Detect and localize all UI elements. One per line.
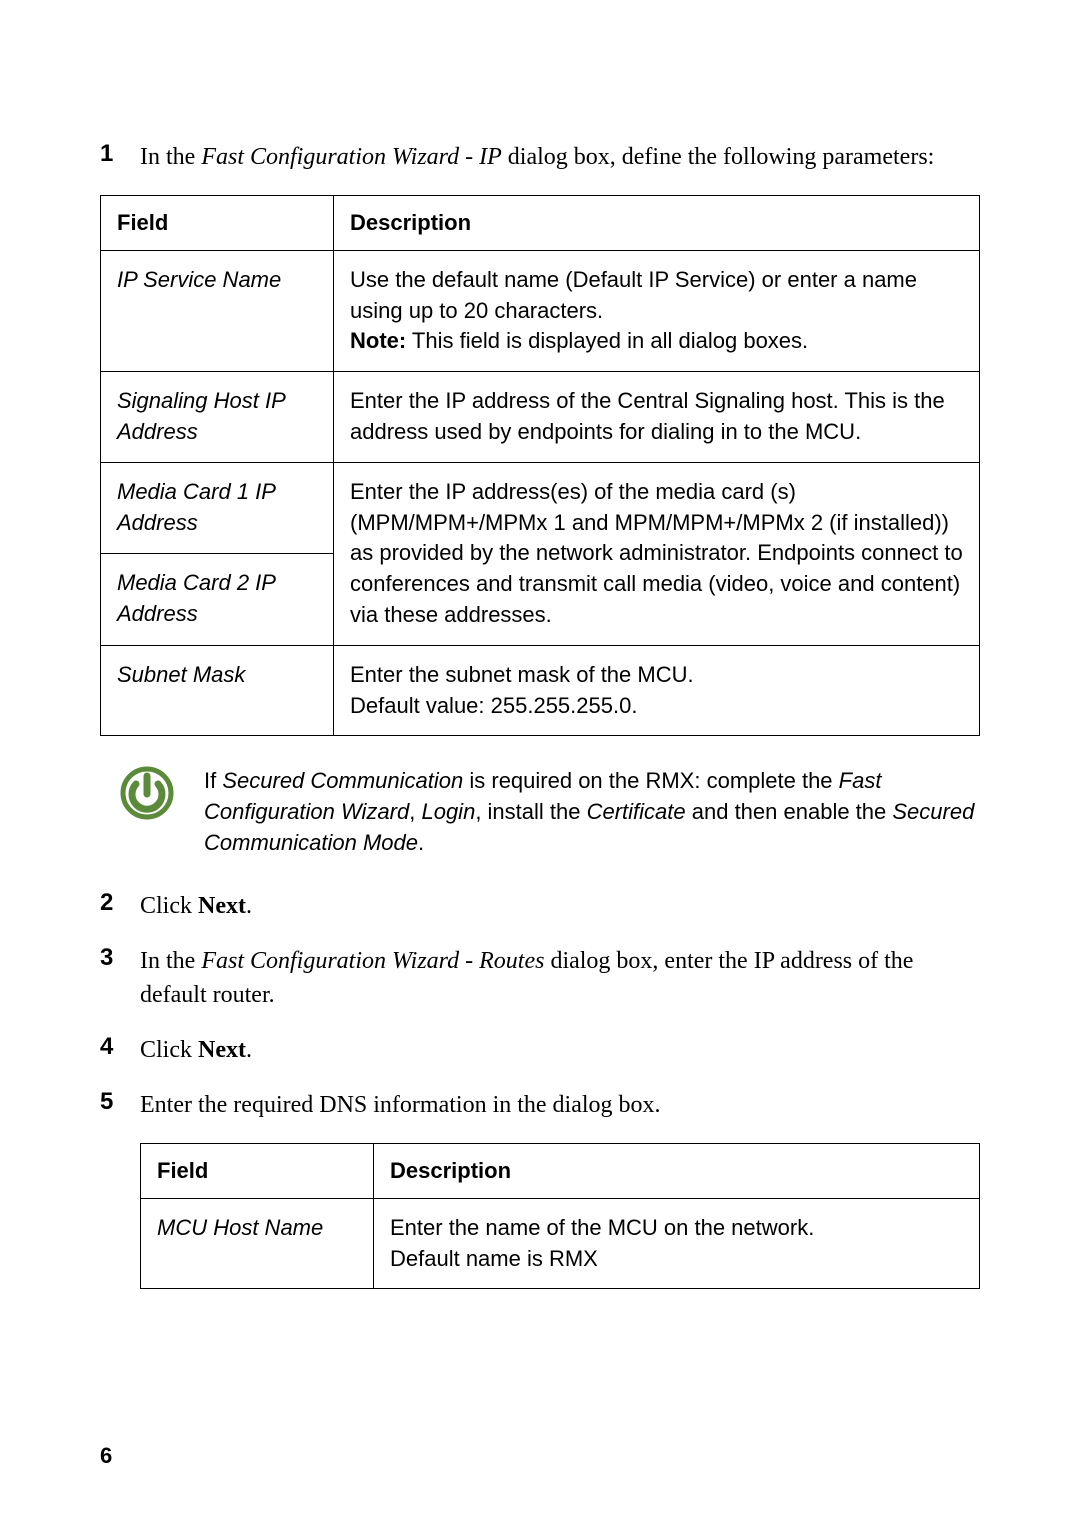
- text-fragment: .: [246, 893, 252, 919]
- desc-cell: Enter the subnet mask of the MCU. Defaul…: [334, 645, 980, 736]
- text-fragment: .: [246, 1037, 252, 1063]
- text-fragment: Default name is RMX: [390, 1246, 598, 1271]
- text-bold: Next: [198, 893, 246, 919]
- text-italic: Certificate: [587, 799, 686, 824]
- step-number: 3: [100, 944, 140, 1014]
- step-text: In the Fast Configuration Wizard - IP di…: [140, 140, 980, 175]
- parameters-table-ip: Field Description IP Service Name Use th…: [100, 195, 980, 737]
- text-fragment: Click: [140, 893, 198, 919]
- text-fragment: , install the: [475, 799, 586, 824]
- text-italic: Login: [421, 799, 475, 824]
- table-header-row: Field Description: [101, 195, 980, 250]
- field-cell: IP Service Name: [101, 250, 334, 371]
- desc-cell: Use the default name (Default IP Service…: [334, 250, 980, 371]
- field-cell: Media Card 2 IP Address: [101, 554, 334, 646]
- note-text: If Secured Communication is required on …: [204, 766, 980, 858]
- text-fragment: This field is displayed in all dialog bo…: [406, 328, 808, 353]
- text-fragment: In the: [140, 144, 201, 170]
- col-field: Field: [101, 195, 334, 250]
- col-field: Field: [141, 1143, 374, 1198]
- desc-cell: Enter the IP address of the Central Sign…: [334, 372, 980, 463]
- text-fragment: is required on the RMX: complete the: [463, 768, 838, 793]
- table-row: MCU Host Name Enter the name of the MCU …: [141, 1198, 980, 1289]
- step-number: 4: [100, 1033, 140, 1068]
- col-description: Description: [374, 1143, 980, 1198]
- table-row: Subnet Mask Enter the subnet mask of the…: [101, 645, 980, 736]
- table-header-row: Field Description: [141, 1143, 980, 1198]
- field-cell: MCU Host Name: [141, 1198, 374, 1289]
- text-fragment: and then enable the: [686, 799, 893, 824]
- step-2: 2 Click Next.: [100, 889, 980, 924]
- step-5: 5 Enter the required DNS information in …: [100, 1088, 980, 1123]
- text-fragment: Use the default name (Default IP Service…: [350, 267, 917, 323]
- table-row: IP Service Name Use the default name (De…: [101, 250, 980, 371]
- desc-cell: Enter the name of the MCU on the network…: [374, 1198, 980, 1289]
- text-fragment: .: [418, 830, 424, 855]
- note-label: Note:: [350, 328, 406, 353]
- text-italic: Fast Configuration Wizard - Routes: [201, 948, 544, 974]
- field-cell: Signaling Host IP Address: [101, 372, 334, 463]
- text-fragment: Enter the subnet mask of the MCU.: [350, 662, 694, 687]
- power-icon: [120, 766, 174, 820]
- field-cell: Subnet Mask: [101, 645, 334, 736]
- text-fragment: In the: [140, 948, 201, 974]
- table-row: Media Card 1 IP Address Enter the IP add…: [101, 462, 980, 553]
- field-cell: Media Card 1 IP Address: [101, 462, 334, 553]
- text-fragment: ,: [409, 799, 421, 824]
- step-text: Click Next.: [140, 1033, 980, 1068]
- table-row: Signaling Host IP Address Enter the IP a…: [101, 372, 980, 463]
- step-text: Click Next.: [140, 889, 980, 924]
- step-number: 1: [100, 140, 140, 175]
- text-fragment: If: [204, 768, 222, 793]
- callout-note: If Secured Communication is required on …: [120, 766, 980, 858]
- text-fragment: dialog box, define the following paramet…: [502, 144, 935, 170]
- text-fragment: Enter the name of the MCU on the network…: [390, 1215, 814, 1240]
- text-italic: Secured Communication: [222, 768, 463, 793]
- desc-cell: Enter the IP address(es) of the media ca…: [334, 462, 980, 645]
- step-text: In the Fast Configuration Wizard - Route…: [140, 944, 980, 1014]
- step-3: 3 In the Fast Configuration Wizard - Rou…: [100, 944, 980, 1014]
- step-4: 4 Click Next.: [100, 1033, 980, 1068]
- text-bold: Next: [198, 1037, 246, 1063]
- document-page: 1 In the Fast Configuration Wizard - IP …: [0, 0, 1080, 1529]
- text-fragment: Default value: 255.255.255.0.: [350, 693, 637, 718]
- text-fragment: Click: [140, 1037, 198, 1063]
- col-description: Description: [334, 195, 980, 250]
- step-number: 5: [100, 1088, 140, 1123]
- page-number: 6: [100, 1443, 112, 1469]
- step-1: 1 In the Fast Configuration Wizard - IP …: [100, 140, 980, 175]
- text-italic: Fast Configuration Wizard - IP: [201, 144, 501, 170]
- step-text: Enter the required DNS information in th…: [140, 1088, 980, 1123]
- parameters-table-dns: Field Description MCU Host Name Enter th…: [140, 1143, 980, 1290]
- step-number: 2: [100, 889, 140, 924]
